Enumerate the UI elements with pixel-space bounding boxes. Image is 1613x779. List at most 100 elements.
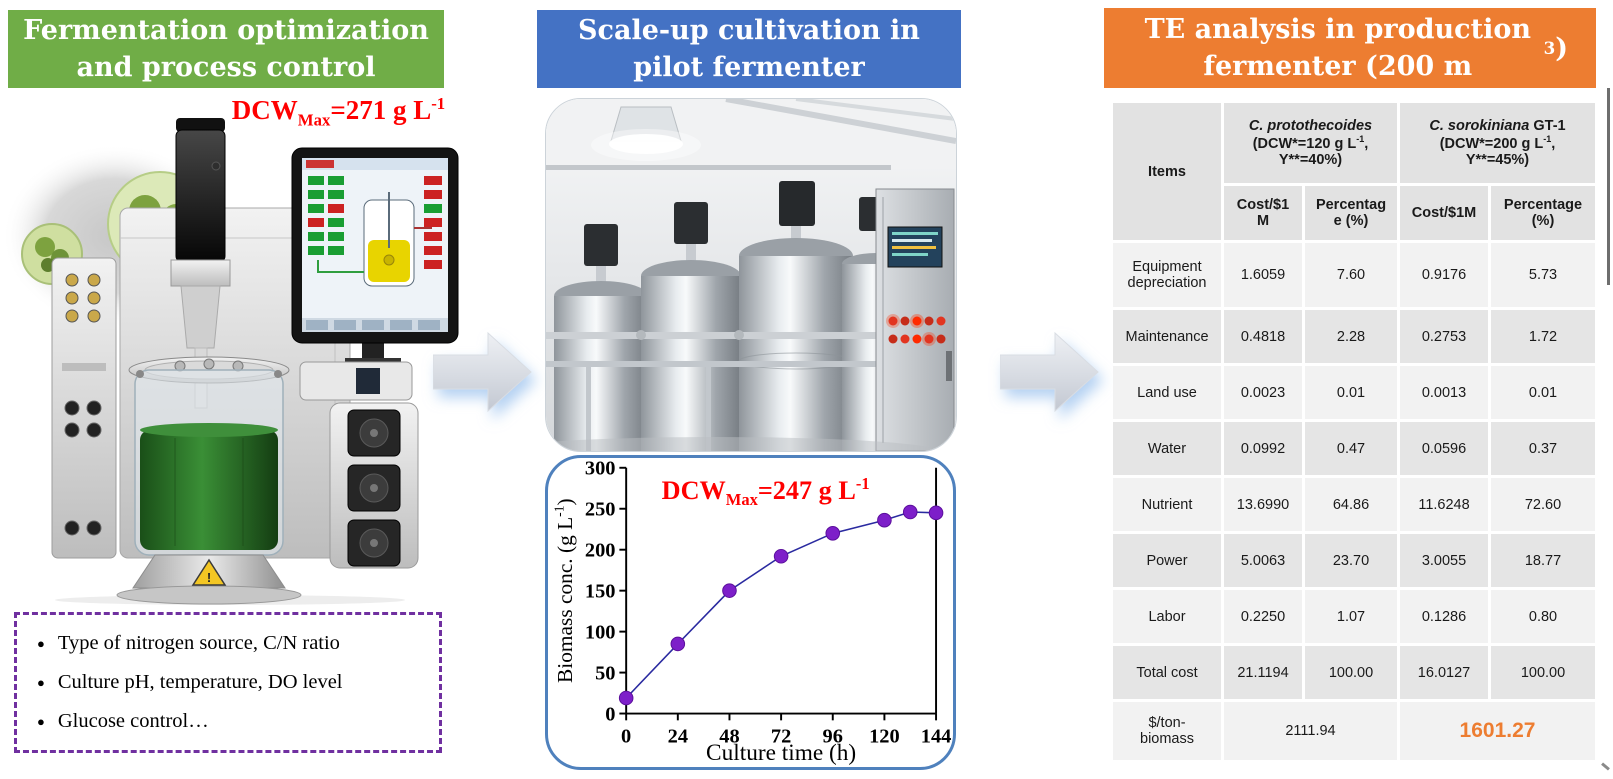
value-cell: 3.0055 bbox=[1400, 534, 1488, 587]
items-header: Items bbox=[1113, 103, 1221, 240]
value-cell: 0.0596 bbox=[1400, 422, 1488, 475]
svg-text:Culture time (h): Culture time (h) bbox=[706, 740, 856, 766]
value-cell: 64.86 bbox=[1305, 478, 1397, 531]
svg-text:!: ! bbox=[207, 570, 211, 585]
table-row: Equipment depreciation 1.6059 7.60 0.9176 5.… bbox=[1113, 243, 1595, 307]
value-cell: 16.0127 bbox=[1400, 646, 1488, 699]
column-header: Percentag e (%) bbox=[1305, 186, 1397, 240]
value-cell: 0.80 bbox=[1491, 590, 1595, 643]
pump-module bbox=[299, 361, 419, 569]
svg-text:Biomass conc. (g L-1): Biomass conc. (g L-1) bbox=[551, 498, 576, 683]
table-row: Power 5.0063 23.70 3.0055 18.77 bbox=[1113, 534, 1595, 587]
svg-text:150: 150 bbox=[584, 580, 615, 602]
value-cell: 0.1286 bbox=[1400, 590, 1488, 643]
svg-text:0: 0 bbox=[605, 703, 615, 725]
species-header-1: C. protothecoides (DCW*=120 g L-1, Y**=4… bbox=[1224, 103, 1397, 183]
row-label: Equipment depreciation bbox=[1113, 243, 1221, 307]
svg-text:DCWMax=247 g L-1: DCWMax=247 g L-1 bbox=[661, 474, 869, 509]
value-cell: 5.73 bbox=[1491, 243, 1595, 307]
biomass-chart: 0 50 100 150 200 250 300 0 24 48 72 96 120 144 Culture… bbox=[551, 460, 951, 766]
value-cell: 0.47 bbox=[1305, 422, 1397, 475]
value-cell: 0.9176 bbox=[1400, 243, 1488, 307]
warning-triangle-icon bbox=[191, 558, 227, 586]
row-label: Total cost bbox=[1113, 646, 1221, 699]
bullet-icon: ● bbox=[37, 636, 45, 651]
svg-text:0: 0 bbox=[621, 726, 631, 748]
indicator-lights bbox=[886, 314, 946, 346]
value-cell: 18.77 bbox=[1491, 534, 1595, 587]
table-row: Water 0.0992 0.47 0.0596 0.37 bbox=[1113, 422, 1595, 475]
value-cell: 0.2753 bbox=[1400, 310, 1488, 363]
bullet-text: Glucose control… bbox=[57, 710, 209, 732]
svg-text:120: 120 bbox=[869, 726, 900, 748]
table-row: Maintenance 0.4818 2.28 0.2753 1.72 bbox=[1113, 310, 1595, 363]
biomass-chart-panel: 0 50 100 150 200 250 300 0 24 48 72 96 120 144 Culture… bbox=[545, 455, 956, 770]
value-cell: 0.01 bbox=[1491, 366, 1595, 419]
value-cell: 7.60 bbox=[1305, 243, 1397, 307]
page-edge-artifact bbox=[1607, 88, 1610, 285]
svg-text:100: 100 bbox=[584, 621, 615, 643]
svg-text:300: 300 bbox=[584, 460, 615, 480]
pilot-fermenter-photo bbox=[545, 98, 957, 452]
row-label: Labor bbox=[1113, 590, 1221, 643]
value-cell: 72.60 bbox=[1491, 478, 1595, 531]
control-cabinet bbox=[875, 188, 955, 451]
bullet-icon: ● bbox=[37, 714, 45, 729]
row-label: Water bbox=[1113, 422, 1221, 475]
species-header-2: C. sorokiniana GT-1 (DCW*=200 g L-1, Y**… bbox=[1400, 103, 1595, 183]
dcw-max-annotation-left: DCWMax=271 g L-1 bbox=[231, 94, 446, 130]
row-label: Power bbox=[1113, 534, 1221, 587]
column-header: Cost/$1 M bbox=[1224, 186, 1302, 240]
value-cell: 1.6059 bbox=[1224, 243, 1302, 307]
flow-arrow-1 bbox=[433, 331, 532, 413]
value-cell: 0.0013 bbox=[1400, 366, 1488, 419]
value-cell: 13.6990 bbox=[1224, 478, 1302, 531]
row-label: Land use bbox=[1113, 366, 1221, 419]
list-item: ● Type of nitrogen source, C/N ratio bbox=[37, 632, 439, 655]
green-culture bbox=[140, 430, 278, 550]
value-cell: 5.0063 bbox=[1224, 534, 1302, 587]
svg-text:24: 24 bbox=[667, 726, 687, 748]
bullet-icon: ● bbox=[37, 675, 45, 690]
svg-text:72: 72 bbox=[770, 726, 790, 748]
column-header: Percentage (%) bbox=[1491, 186, 1595, 240]
table-footer-row: $/ton- biomass 2111.94 1601.27 bbox=[1113, 702, 1595, 760]
value-cell: 2.28 bbox=[1305, 310, 1397, 363]
svg-text:50: 50 bbox=[595, 662, 615, 684]
value-cell: 0.2250 bbox=[1224, 590, 1302, 643]
svg-text:200: 200 bbox=[584, 539, 615, 561]
vessel-base: ! bbox=[116, 554, 302, 605]
value-cell: 2111.94 bbox=[1224, 702, 1397, 760]
list-item: ● Glucose control… bbox=[37, 710, 439, 733]
value-cell: 11.6248 bbox=[1400, 478, 1488, 531]
culture-vessel bbox=[128, 356, 290, 556]
value-cell: 21.1194 bbox=[1224, 646, 1302, 699]
left-panel-header: Fermentation optimization and process co… bbox=[8, 10, 444, 88]
value-cell: 100.00 bbox=[1305, 646, 1397, 699]
value-cell: 0.37 bbox=[1491, 422, 1595, 475]
row-label: $/ton- biomass bbox=[1113, 702, 1221, 760]
right-panel-header: TE analysis in production fermenter (200… bbox=[1104, 8, 1596, 88]
value-cell: 0.0992 bbox=[1224, 422, 1302, 475]
te-analysis-table: Items C. protothecoides (DCW*=120 g L-1,… bbox=[1110, 100, 1598, 763]
table-row: Labor 0.2250 1.07 0.1286 0.80 bbox=[1113, 590, 1595, 643]
bioreactor-photo: ! bbox=[2, 118, 459, 605]
table-row: Total cost 21.1194 100.00 16.0127 100.00 bbox=[1113, 646, 1595, 699]
flow-arrow-2 bbox=[1000, 331, 1099, 413]
value-cell: 100.00 bbox=[1491, 646, 1595, 699]
control-monitor bbox=[291, 147, 459, 366]
value-cell: 0.01 bbox=[1305, 366, 1397, 419]
svg-text:144: 144 bbox=[920, 726, 951, 748]
table-row: Nutrient 13.6990 64.86 11.6248 72.60 bbox=[1113, 478, 1595, 531]
connector-ports bbox=[62, 273, 106, 536]
middle-panel-header: Scale-up cultivation in pilot fermenter bbox=[537, 10, 961, 88]
row-label: Nutrient bbox=[1113, 478, 1221, 531]
value-cell: 0.0023 bbox=[1224, 366, 1302, 419]
column-header: Cost/$1M bbox=[1400, 186, 1488, 240]
svg-text:48: 48 bbox=[719, 726, 739, 748]
scada-screen bbox=[302, 158, 448, 332]
highlighted-value-cell: 1601.27 bbox=[1400, 702, 1595, 760]
optimization-factors-box: ● Type of nitrogen source, C/N ratio ● C… bbox=[14, 612, 442, 753]
table-row: Land use 0.0023 0.01 0.0013 0.01 bbox=[1113, 366, 1595, 419]
